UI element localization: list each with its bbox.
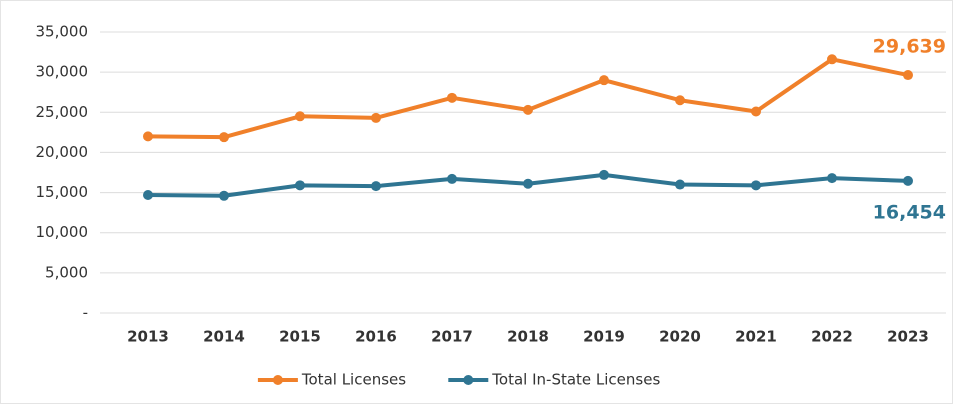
x-tick-label: 2023 <box>887 328 929 346</box>
x-tick-label: 2020 <box>659 328 701 346</box>
x-tick-label: 2021 <box>735 328 777 346</box>
x-tick-label: 2022 <box>811 328 853 346</box>
value-label: 29,639 <box>873 36 946 58</box>
y-tick-label: 30,000 <box>36 63 89 81</box>
point <box>523 178 533 189</box>
x-tick-label: 2013 <box>127 328 169 346</box>
x-tick-label: 2014 <box>203 328 245 346</box>
x-tick-label: 2019 <box>583 328 625 346</box>
value-label: 16,454 <box>873 201 946 223</box>
x-tick-label: 2017 <box>431 328 473 346</box>
y-tick-label: 10,000 <box>36 223 89 241</box>
point <box>903 175 913 186</box>
x-tick-label: 2015 <box>279 328 321 346</box>
point <box>447 92 457 103</box>
point <box>143 131 153 142</box>
legend-marker <box>463 375 474 385</box>
point <box>675 95 685 106</box>
legend-label: Total In-State Licenses <box>491 371 660 389</box>
point <box>447 173 457 184</box>
point <box>219 132 229 143</box>
point <box>295 111 305 122</box>
series-line <box>147 57 909 140</box>
legend-marker <box>272 375 283 385</box>
y-tick-label: 15,000 <box>36 183 89 201</box>
y-tick-label: 20,000 <box>36 143 89 161</box>
legend-label: Total Licenses <box>301 371 406 389</box>
point <box>827 54 837 65</box>
point <box>371 181 381 192</box>
y-tick-label: - <box>83 304 88 322</box>
x-tick-label: 2018 <box>507 328 549 346</box>
x-tick-label: 2016 <box>355 328 397 346</box>
y-tick-label: 5,000 <box>45 263 88 281</box>
y-tick-label: 35,000 <box>36 23 89 41</box>
point <box>903 70 913 81</box>
point <box>143 189 153 200</box>
point <box>371 112 381 123</box>
point <box>599 169 609 180</box>
point <box>675 179 685 190</box>
point <box>827 173 837 184</box>
point <box>219 190 229 201</box>
point <box>599 75 609 86</box>
point <box>295 180 305 191</box>
y-tick-label: 25,000 <box>36 103 89 121</box>
point <box>751 180 761 191</box>
point <box>751 106 761 117</box>
point <box>523 104 533 115</box>
